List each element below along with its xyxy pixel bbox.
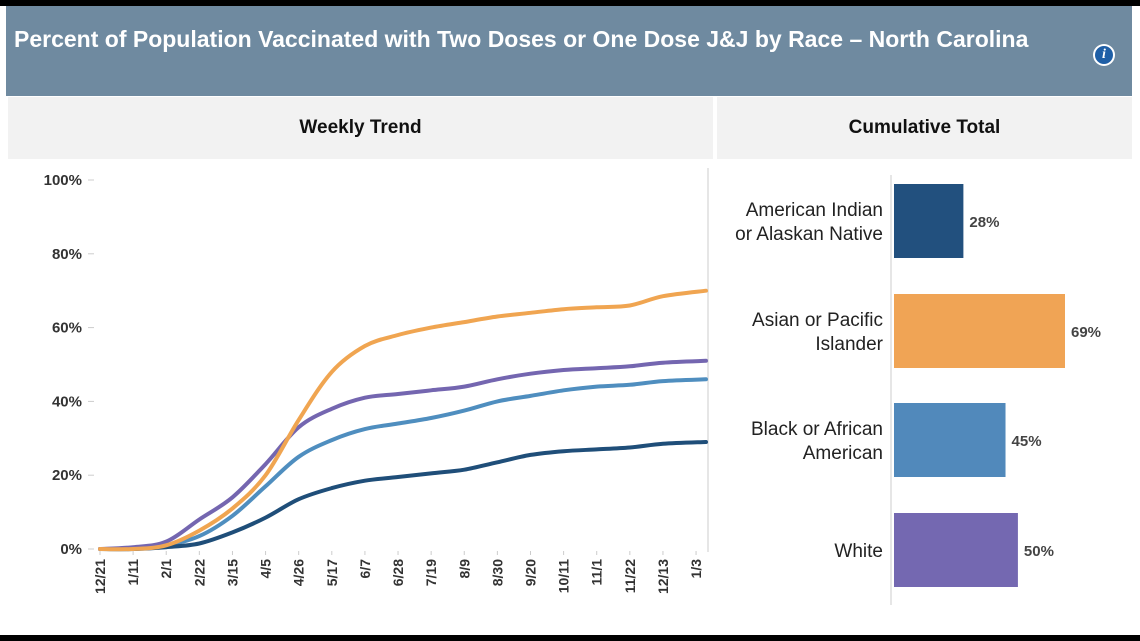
bar-value-label: 28% bbox=[969, 214, 999, 231]
series-line-white bbox=[98, 358, 708, 551]
series-line-american-indian-or-alaskan-native bbox=[98, 440, 708, 552]
x-tick-label: 7/19 bbox=[423, 559, 439, 586]
x-tick-label: 8/30 bbox=[489, 559, 505, 586]
bar-value-label: 45% bbox=[1012, 433, 1042, 450]
y-tick-label: 80% bbox=[52, 246, 82, 263]
page-title: Percent of Population Vaccinated with Tw… bbox=[14, 26, 1029, 52]
x-tick-label: 12/13 bbox=[655, 559, 671, 594]
category-label: Islander bbox=[815, 334, 883, 355]
y-tick-label: 100% bbox=[44, 172, 82, 189]
x-tick-label: 3/15 bbox=[224, 559, 240, 586]
category-label: White bbox=[834, 541, 883, 562]
tab-weekly-trend[interactable]: Weekly Trend bbox=[8, 97, 713, 159]
x-tick-label: 11/1 bbox=[589, 559, 605, 586]
x-tick-label: 1/11 bbox=[125, 559, 141, 586]
tab-cumulative-total[interactable]: Cumulative Total bbox=[717, 97, 1132, 159]
bottom-frame-bar bbox=[0, 635, 1140, 641]
x-tick-label: 4/5 bbox=[258, 559, 274, 579]
x-tick-label: 2/1 bbox=[158, 559, 174, 579]
y-tick-label: 40% bbox=[52, 393, 82, 410]
info-icon-glyph: i bbox=[1095, 46, 1113, 64]
series-line-black-or-african-american bbox=[98, 377, 708, 552]
x-tick-label: 6/7 bbox=[357, 559, 373, 579]
bar-value-label: 50% bbox=[1024, 543, 1054, 560]
x-tick-label: 6/28 bbox=[390, 559, 406, 586]
bar-black-or-african-american bbox=[894, 403, 1006, 477]
chart-header: Percent of Population Vaccinated with Tw… bbox=[6, 6, 1132, 96]
category-label: Black or African bbox=[751, 419, 883, 440]
bar-asian-or-pacific-islander bbox=[894, 294, 1065, 368]
x-tick-label: 2/22 bbox=[191, 559, 207, 586]
x-tick-label: 10/11 bbox=[556, 559, 572, 593]
x-tick-label: 1/3 bbox=[688, 559, 704, 579]
chart-area: 0% 20% 40% 60% 80% 100% 12/21 1/11 2/1 2/22 3/15 4/… bbox=[44, 168, 1101, 605]
x-tick-label: 4/26 bbox=[291, 559, 307, 586]
bar-value-label: 69% bbox=[1071, 324, 1101, 341]
category-label: American Indian bbox=[746, 200, 883, 221]
y-tick-label: 0% bbox=[60, 541, 82, 558]
x-tick-label: 8/9 bbox=[456, 559, 472, 579]
series-line-asian-or-pacific-islander bbox=[98, 288, 708, 552]
y-tick-label: 60% bbox=[52, 320, 82, 337]
x-tick-label: 12/21 bbox=[92, 559, 108, 594]
x-tick-label: 5/17 bbox=[324, 559, 340, 586]
info-icon[interactable]: i bbox=[1093, 44, 1115, 66]
x-tick-label: 11/22 bbox=[622, 559, 638, 593]
category-label: Asian or Pacific bbox=[752, 310, 883, 331]
x-tick-label: 9/20 bbox=[522, 559, 538, 586]
category-label: American bbox=[803, 443, 883, 464]
y-tick-label: 20% bbox=[52, 467, 82, 484]
bar-american-indian-or-alaskan-native bbox=[894, 184, 964, 258]
category-label: or Alaskan Native bbox=[735, 224, 883, 245]
top-frame-bar bbox=[0, 0, 1140, 6]
bar-white bbox=[894, 513, 1018, 587]
